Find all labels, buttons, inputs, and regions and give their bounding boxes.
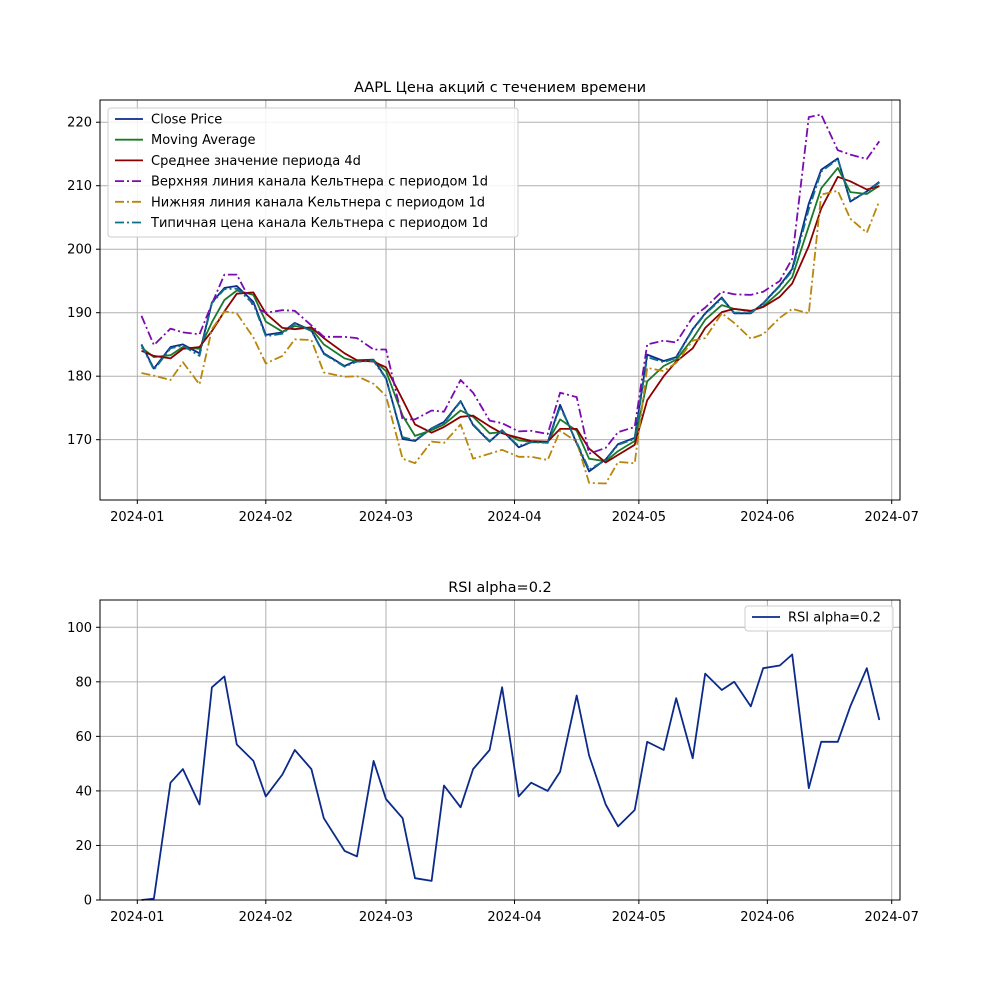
axes-frame: [99, 99, 901, 501]
x-tick-label: 2024-03: [359, 910, 413, 925]
y-tick-label: 190: [67, 306, 92, 321]
series-line-2: [141, 175, 880, 464]
y-tick-label: 200: [67, 243, 92, 258]
legend: RSI alpha=0.2: [744, 605, 894, 632]
x-tick-label: 2024-02: [239, 510, 293, 525]
y-tick-label: 180: [67, 370, 92, 385]
legend-label: Верхняя линия канала Кельтнера с периодо…: [151, 175, 488, 190]
y-tick-label: 80: [75, 675, 92, 690]
legend-box: [744, 605, 894, 632]
series-line-3: [140, 113, 881, 455]
series-line-5: [140, 158, 880, 471]
chart-title: AAPL Цена акций с течением времени: [354, 80, 646, 96]
y-tick-label: 220: [67, 116, 92, 131]
rsi-chart-panel: 2024-01 2024-02 2024-03 2024-04 2024-05 2024-…: [67, 580, 919, 925]
y-tick-label: 210: [67, 179, 92, 194]
legend-label: Close Price: [151, 113, 222, 128]
x-tick-label: 2024-04: [487, 510, 541, 525]
plot-area: [100, 600, 900, 900]
x-tick-label: 2024-07: [865, 510, 919, 525]
y-tick-label: 60: [75, 730, 92, 745]
x-tick-label: 2024-06: [740, 910, 794, 925]
axes-frame: [99, 599, 901, 901]
series-line-4: [141, 189, 881, 485]
price-chart-panel: 2024-01 2024-02 2024-03 2024-04 2024-05 2024-…: [67, 80, 919, 525]
y-tick-label: 100: [67, 621, 92, 636]
x-tick-label: 2024-05: [612, 510, 666, 525]
chart-title: RSI alpha=0.2: [448, 580, 552, 596]
x-tick-label: 2024-03: [359, 510, 413, 525]
x-tick-label: 2024-06: [740, 510, 794, 525]
y-tick-label: 170: [67, 433, 92, 448]
series-line-0: [141, 653, 881, 901]
y-tick-label: 40: [75, 784, 92, 799]
legend-box: [107, 107, 519, 238]
y-tick-label: 0: [84, 894, 92, 909]
legend-label: Среднее значение периода 4d: [151, 154, 361, 169]
legend-label: Moving Average: [151, 133, 255, 148]
legend-label: Нижняя линия канала Кельтнера с периодом…: [151, 195, 485, 210]
legend-label: RSI alpha=0.2: [788, 611, 881, 626]
x-tick-label: 2024-04: [487, 910, 541, 925]
x-tick-label: 2024-07: [865, 910, 919, 925]
x-tick-label: 2024-02: [239, 910, 293, 925]
x-tick-label: 2024-05: [612, 910, 666, 925]
y-tick-label: 20: [75, 839, 92, 854]
x-tick-label: 2024-01: [110, 510, 164, 525]
legend-label: Типичная цена канала Кельтнера с периодо…: [150, 216, 488, 231]
legend: Close Price Moving Average Среднее значени…: [107, 107, 519, 238]
x-tick-label: 2024-01: [110, 910, 164, 925]
